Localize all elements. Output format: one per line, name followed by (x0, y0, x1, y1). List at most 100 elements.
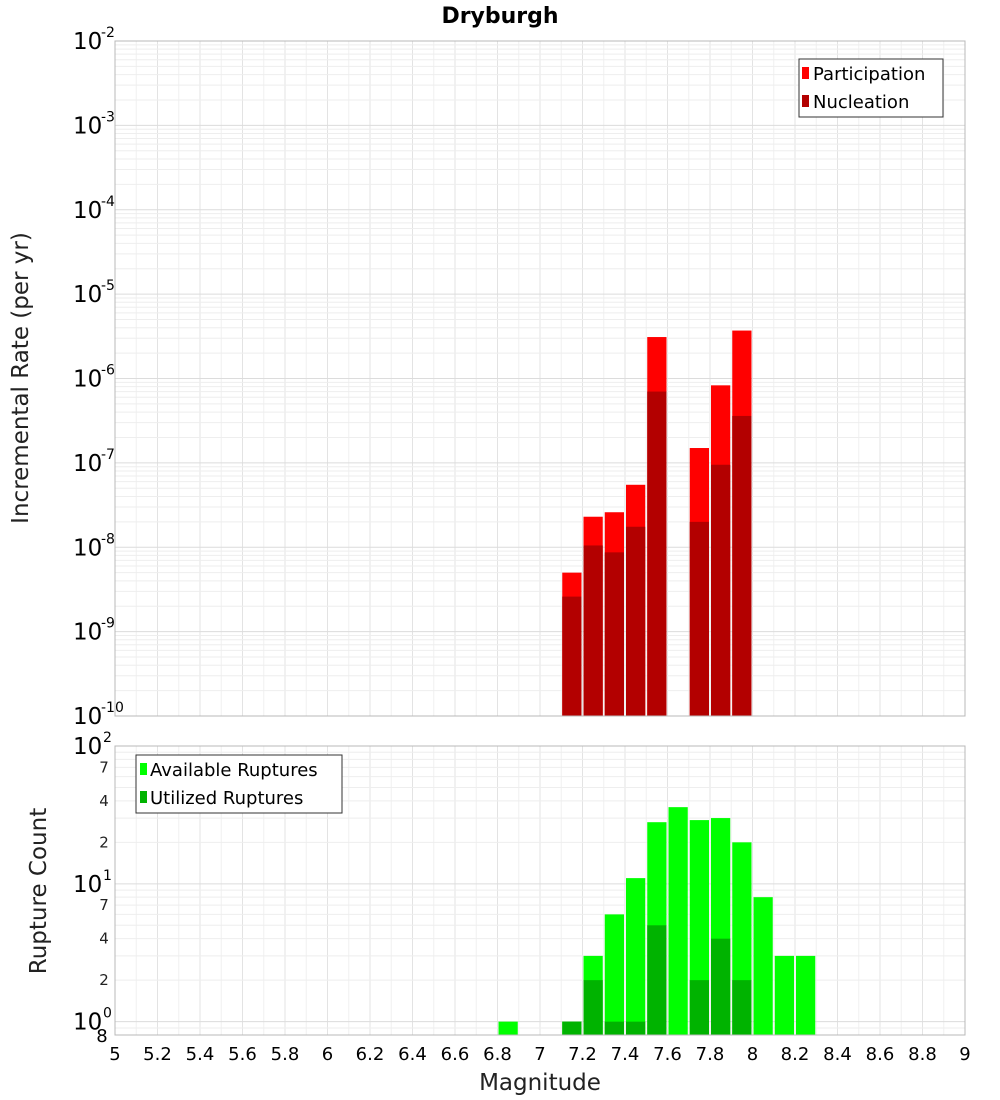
top-nucleation-bar (711, 464, 731, 716)
x-axis-label: Magnitude (479, 1070, 601, 1096)
x-tick-label: 6.8 (483, 1044, 512, 1065)
nucleation-legend-label: Nucleation (813, 92, 909, 113)
top-nucleation-bar (732, 415, 752, 716)
utilized-ruptures-legend-label: Utilized Ruptures (150, 788, 303, 809)
top-nucleation-bar (647, 391, 667, 716)
top-y-tick-label: 10 (73, 29, 102, 55)
x-tick-label: 6.4 (398, 1044, 427, 1065)
x-tick-label: 5.2 (143, 1044, 172, 1065)
top-y-tick-label: 10 (73, 282, 102, 308)
bottom-y-axis-label: Rupture Count (26, 808, 52, 974)
top-legend: Participation Nucleation (798, 58, 944, 118)
bottom-y-tick-label: 10 (73, 734, 102, 760)
bottom-utilized-ruptures-bar (689, 980, 709, 1035)
bottom-y-tick-exponent: 0 (103, 1006, 112, 1022)
x-tick-label: 6.2 (356, 1044, 385, 1065)
top-y-axis-label: Incremental Rate (per yr) (8, 232, 34, 524)
x-tick-label: 5.6 (228, 1044, 257, 1065)
bottom-available-ruptures-bar (753, 897, 773, 1035)
x-tick-label: 7.4 (611, 1044, 640, 1065)
top-y-tick-exponent: -8 (101, 531, 115, 547)
top-y-tick-exponent: -9 (101, 616, 115, 632)
top-nucleation-bar (689, 521, 709, 716)
x-tick-label: 7 (534, 1044, 545, 1065)
bottom-y-tick-label: 10 (73, 1010, 102, 1036)
bottom-y-minor-tick-label: 2 (99, 833, 109, 851)
bottom-y-minor-tick-label: 7 (99, 758, 109, 776)
top-y-tick-exponent: -4 (101, 194, 115, 210)
top-y-tick-exponent: -10 (101, 700, 124, 716)
participation-legend-label: Participation (813, 64, 925, 85)
bottom-utilized-ruptures-bar (583, 980, 603, 1035)
bottom-utilized-ruptures-bar (626, 1021, 646, 1035)
bottom-panel-bars (498, 807, 816, 1035)
bottom-plot-frame (114, 745, 966, 1036)
x-tick-label: 5.4 (186, 1044, 215, 1065)
top-y-tick-label: 10 (73, 535, 102, 561)
x-tick-label: 8.2 (781, 1044, 810, 1065)
bottom-available-ruptures-bar (796, 955, 816, 1035)
x-tick-label: 8.8 (908, 1044, 937, 1065)
x-tick-label: 5 (109, 1044, 120, 1065)
x-tick-label: 7.8 (696, 1044, 725, 1065)
bottom-legend: Available Ruptures Utilized Ruptures (135, 754, 343, 814)
x-tick-label: 7.2 (568, 1044, 597, 1065)
top-legend-box (798, 58, 944, 118)
top-y-tick-label: 10 (73, 198, 102, 224)
chart-title: Dryburgh (441, 4, 558, 29)
top-panel-bars (562, 330, 752, 716)
bottom-available-ruptures-bar (668, 807, 688, 1035)
top-y-tick-exponent: -7 (101, 447, 115, 463)
top-y-tick-exponent: -2 (101, 25, 115, 41)
bottom-utilized-ruptures-bar (562, 1021, 582, 1035)
top-y-tick-exponent: -5 (101, 278, 115, 294)
utilized-ruptures-legend-swatch (140, 791, 147, 803)
bottom-y-tick-exponent: 2 (103, 730, 112, 746)
bottom-utilized-ruptures-bar (732, 980, 752, 1035)
top-plot-frame (114, 40, 966, 717)
bottom-legend-box (135, 754, 343, 814)
top-nucleation-bar (604, 552, 624, 716)
available-ruptures-legend-label: Available Ruptures (150, 760, 318, 781)
top-y-tick-label: 10 (73, 451, 102, 477)
x-ticks: 5 5.2 5.4 5.6 5.8 6 6.2 6.4 6.6 6.8 7 7.2 7.4 7.6 7.8 8… (109, 1044, 970, 1065)
bottom-y-tick-label: 10 (73, 872, 102, 898)
bottom-available-ruptures-bar (774, 955, 794, 1035)
x-tick-label: 7.6 (653, 1044, 682, 1065)
top-y-tick-label: 10 (73, 113, 102, 139)
x-tick-label: 8.6 (866, 1044, 895, 1065)
x-tick-label: 5.8 (271, 1044, 300, 1065)
available-ruptures-legend-swatch (140, 763, 147, 775)
bottom-utilized-ruptures-bar (647, 925, 667, 1035)
top-y-tick-label: 10 (73, 704, 102, 730)
top-y-tick-exponent: -6 (101, 363, 115, 379)
x-tick-label: 6.6 (441, 1044, 470, 1065)
x-tick-label: 8 (747, 1044, 758, 1065)
bottom-y-minor-tick-label: 4 (99, 792, 109, 810)
top-nucleation-bar (626, 526, 646, 716)
top-y-tick-exponent: -3 (101, 109, 115, 125)
bottom-available-ruptures-bar (626, 878, 646, 1035)
x-tick-label: 9 (959, 1044, 970, 1065)
bottom-available-ruptures-bar (498, 1021, 518, 1035)
bottom-available-ruptures-bar (604, 914, 624, 1035)
nucleation-legend-swatch (802, 95, 809, 107)
top-panel-grid (114, 40, 966, 717)
participation-legend-swatch (802, 67, 809, 79)
top-y-tick-label: 10 (73, 367, 102, 393)
bottom-y-minor-tick-label: 7 (99, 896, 109, 914)
bottom-y-tick-exponent: 1 (103, 868, 112, 884)
x-tick-label: 8.4 (823, 1044, 852, 1065)
top-nucleation-bar (583, 545, 603, 716)
bottom-y-minor-tick-label: 4 (99, 930, 109, 948)
bottom-utilized-ruptures-bar (604, 1021, 624, 1035)
bottom-utilized-ruptures-bar (711, 938, 731, 1035)
bottom-y-min-tick-label: 8 (96, 1026, 107, 1047)
x-tick-label: 6 (322, 1044, 333, 1065)
top-nucleation-bar (562, 596, 582, 716)
bottom-y-minor-tick-label: 2 (99, 971, 109, 989)
top-y-tick-label: 10 (73, 620, 102, 646)
